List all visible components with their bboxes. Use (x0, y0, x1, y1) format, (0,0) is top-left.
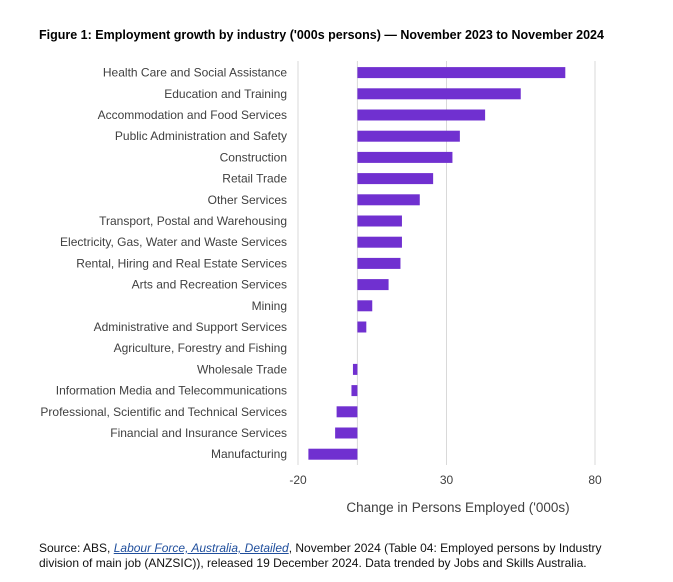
category-label: Construction (220, 150, 287, 164)
category-label: Information Media and Telecommunications (56, 384, 287, 398)
category-labels: Health Care and Social Assistance Educati… (40, 66, 287, 462)
x-tick-labels: -20 30 80 (289, 473, 602, 487)
bar (357, 194, 420, 206)
category-label: Other Services (208, 193, 287, 207)
bar (357, 257, 401, 269)
category-label: Electricity, Gas, Water and Waste Servic… (60, 235, 287, 249)
gridlines (297, 61, 596, 465)
category-label: Public Administration and Safety (115, 129, 287, 143)
category-label: Mining (252, 299, 287, 313)
category-label: Wholesale Trade (197, 362, 287, 376)
x-tick-label: 80 (588, 473, 602, 487)
category-label: Rental, Hiring and Real Estate Services (76, 256, 287, 270)
category-label: Financial and Insurance Services (110, 426, 287, 440)
category-label: Transport, Postal and Warehousing (99, 214, 287, 228)
source-prefix: Source: ABS, (39, 541, 114, 555)
bar (335, 427, 358, 439)
bar (357, 236, 402, 248)
bar (357, 151, 453, 163)
bar (357, 88, 521, 100)
category-label: Arts and Recreation Services (132, 278, 287, 292)
bar (357, 173, 434, 185)
x-tick-label: -20 (289, 473, 307, 487)
bar (357, 321, 367, 333)
category-label: Professional, Scientific and Technical S… (40, 405, 287, 419)
category-label: Administrative and Support Services (94, 320, 287, 334)
x-axis-title: Change in Persons Employed ('000s) (346, 500, 569, 515)
bar (352, 363, 358, 375)
bar (336, 406, 358, 418)
bar (351, 385, 358, 397)
category-label: Retail Trade (222, 172, 287, 186)
bar (357, 109, 486, 121)
category-label: Accommodation and Food Services (98, 108, 287, 122)
bar (357, 300, 373, 312)
figure-title: Figure 1: Employment growth by industry … (39, 28, 604, 42)
source-link[interactable]: Labour Force, Australia, Detailed (113, 541, 289, 555)
source-note: Source: ABS, Labour Force, Australia, De… (39, 541, 639, 571)
bar (357, 279, 389, 291)
category-label: Education and Training (164, 87, 287, 101)
category-label: Agriculture, Forestry and Fishing (114, 341, 287, 355)
bars (308, 67, 566, 460)
bar (357, 215, 402, 227)
category-label: Health Care and Social Assistance (103, 66, 287, 80)
category-label: Manufacturing (211, 447, 287, 461)
bar (308, 448, 358, 460)
bar (357, 130, 460, 142)
bar (357, 67, 566, 79)
x-tick-label: 30 (440, 473, 454, 487)
employment-growth-bar-chart: Health Care and Social Assistance Educati… (40, 61, 602, 515)
source-suffix: , November 2024 (Table 04: Employed pers… (39, 541, 602, 570)
